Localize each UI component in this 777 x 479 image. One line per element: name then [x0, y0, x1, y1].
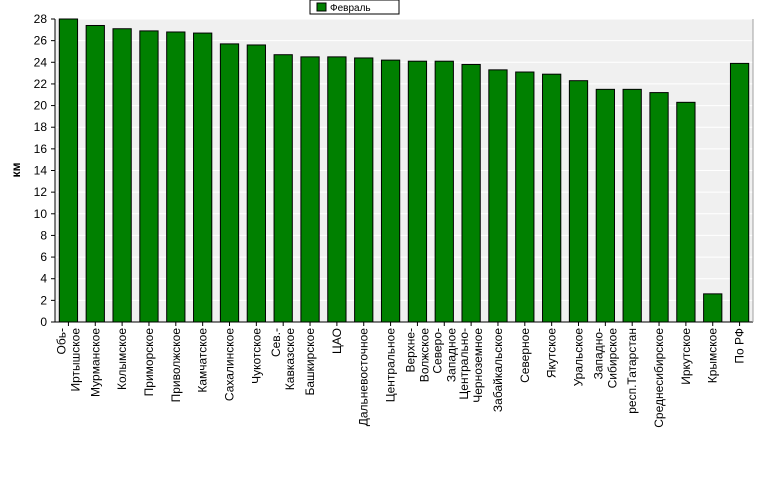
- bar: [649, 92, 669, 323]
- bar: [407, 60, 428, 323]
- category-label: Иртышское: [68, 328, 82, 392]
- category-label: Башкирское: [303, 328, 317, 396]
- category-label: Центральное: [384, 328, 398, 403]
- legend: Февраль: [309, 0, 400, 15]
- category-label: Кавказское: [283, 328, 297, 391]
- bar: [461, 63, 481, 323]
- bar: [542, 73, 562, 323]
- bar: [568, 80, 589, 323]
- category-label: Среднесибирское: [652, 328, 666, 428]
- y-axis-label: км: [9, 162, 23, 177]
- y-tick-label: 28: [34, 12, 48, 26]
- category-label: Черноземное: [471, 328, 485, 403]
- category-label: Сев.-: [269, 328, 283, 357]
- bar: [219, 43, 240, 323]
- bar: [434, 60, 454, 323]
- bar: [676, 101, 696, 323]
- y-tick-label: 12: [34, 185, 48, 199]
- bar: [300, 56, 320, 323]
- legend-box: [309, 0, 400, 15]
- legend-swatch: [316, 2, 327, 12]
- y-tick-label: 4: [40, 272, 47, 286]
- category-label: Уральское: [572, 328, 586, 387]
- y-tick-label: 8: [40, 228, 47, 242]
- category-label: По РФ: [733, 328, 747, 364]
- bar: [729, 62, 750, 323]
- category-label: Сибирское: [605, 328, 619, 389]
- bar: [354, 57, 374, 323]
- category-label: Дальневосточное: [357, 328, 371, 427]
- category-label: Северо-: [430, 328, 444, 374]
- category-label: Иркутское: [679, 328, 693, 385]
- category-label: Колымское: [115, 328, 129, 390]
- axes: [51, 18, 754, 326]
- legend-label: Февраль: [330, 3, 371, 14]
- bar: [515, 71, 535, 323]
- bar: [193, 32, 213, 323]
- category-label: Сахалинское: [223, 328, 237, 401]
- category-label: Западное: [444, 328, 458, 382]
- bar: [246, 44, 266, 323]
- category-label: Верхне-: [403, 328, 417, 373]
- bar: [595, 88, 615, 323]
- bar: [380, 59, 401, 323]
- category-label: Приморское: [142, 328, 156, 397]
- bar: [112, 28, 132, 323]
- bar: [273, 54, 293, 323]
- bar: [703, 293, 723, 323]
- y-tick-label: 16: [34, 142, 48, 156]
- category-label: Приволжское: [169, 328, 183, 403]
- category-label: Забайкальское: [491, 328, 505, 412]
- bar: [327, 56, 347, 323]
- y-tick-label: 2: [40, 293, 47, 307]
- x-tick-labels: Обь- Иртышское Мурманское Колымское Приморск…: [54, 328, 746, 428]
- bar: [85, 24, 105, 323]
- bar: [58, 18, 79, 323]
- category-label: Северное: [518, 328, 532, 383]
- category-label: Якутское: [545, 328, 559, 378]
- category-label: Центрально-: [457, 328, 471, 400]
- y-tick-label: 14: [34, 164, 48, 178]
- category-label: Чукотское: [249, 328, 263, 384]
- category-label: Обь-: [54, 328, 68, 354]
- y-tick-label: 24: [34, 55, 48, 69]
- y-tick-label: 20: [34, 99, 48, 113]
- y-tick-label: 10: [34, 207, 48, 221]
- y-tick-label: 26: [34, 34, 48, 48]
- category-label: респ.Татарстан: [625, 328, 639, 414]
- y-tick-label: 22: [34, 77, 48, 91]
- bar: [139, 30, 159, 323]
- bar: [622, 88, 642, 323]
- y-tick-label: 6: [40, 250, 47, 264]
- y-tick-label: 0: [40, 315, 47, 329]
- category-label: Западно-: [591, 328, 605, 379]
- category-label: Камчатское: [196, 328, 210, 393]
- category-label: ЦАО: [330, 328, 344, 354]
- bar: [166, 31, 186, 323]
- y-tick-label: 18: [34, 120, 48, 134]
- category-label: Волжское: [417, 328, 431, 383]
- bar: [488, 69, 508, 323]
- category-label: Мурманское: [88, 328, 102, 397]
- category-label: Крымское: [706, 328, 720, 384]
